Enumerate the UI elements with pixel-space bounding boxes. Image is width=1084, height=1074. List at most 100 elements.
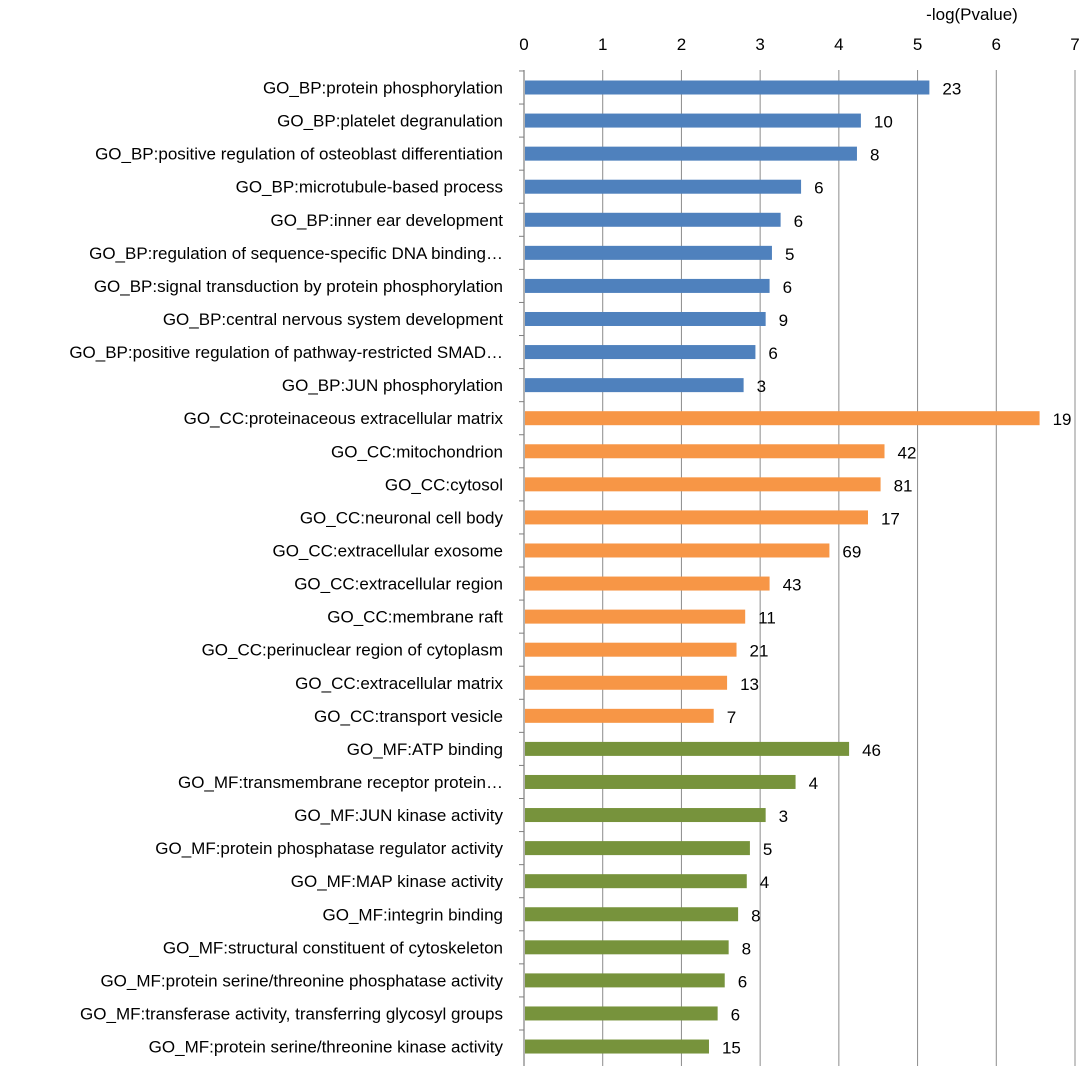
- category-label: GO_BP:JUN phosphorylation: [282, 376, 503, 395]
- data-label: 69: [842, 542, 861, 561]
- data-label: 4: [809, 774, 818, 793]
- data-label: 5: [763, 840, 772, 859]
- data-label: 23: [942, 80, 961, 99]
- category-label: GO_CC:extracellular matrix: [295, 674, 503, 693]
- x-tick-label: 7: [1070, 35, 1079, 54]
- x-tick-label: 5: [913, 35, 922, 54]
- data-label: 6: [814, 179, 823, 198]
- category-label: GO_CC:cytosol: [385, 475, 503, 494]
- bar: [525, 741, 850, 756]
- bar: [525, 708, 714, 723]
- bar: [525, 774, 796, 789]
- bar: [525, 907, 739, 922]
- bar: [525, 576, 770, 591]
- category-label: GO_CC:extracellular exosome: [272, 541, 503, 560]
- category-label: GO_BP:positive regulation of osteoblast …: [95, 145, 503, 164]
- data-label: 42: [898, 443, 917, 462]
- bar: [525, 510, 868, 525]
- x-tick-label: 2: [677, 35, 686, 54]
- bar: [525, 444, 885, 459]
- bar: [525, 146, 857, 161]
- data-label: 21: [750, 642, 769, 661]
- data-label: 7: [727, 708, 736, 727]
- category-label: GO_BP:positive regulation of pathway-res…: [69, 343, 503, 362]
- bar: [525, 212, 781, 227]
- category-label: GO_CC:membrane raft: [327, 608, 503, 627]
- category-label: GO_BP:platelet degranulation: [277, 112, 503, 131]
- category-label: GO_CC:proteinaceous extracellular matrix: [184, 409, 504, 428]
- bar: [525, 973, 725, 988]
- category-labels: GO_BP:protein phosphorylation GO_BP:plate…: [69, 79, 503, 1057]
- bars: [525, 80, 1040, 1054]
- data-label: 8: [870, 146, 879, 165]
- category-label: GO_MF:protein serine/threonine phosphata…: [100, 971, 503, 990]
- x-tick-labels: 0 1 2 3 4 5 6 7: [519, 35, 1079, 54]
- data-label: 19: [1053, 410, 1072, 429]
- data-label: 3: [779, 807, 788, 826]
- data-label: 6: [738, 972, 747, 991]
- bar: [525, 940, 729, 955]
- bar: [525, 411, 1040, 426]
- bar: [525, 874, 747, 889]
- data-label: 81: [894, 476, 913, 495]
- category-label: GO_CC:extracellular region: [294, 575, 503, 594]
- data-label: 10: [874, 113, 893, 132]
- data-label: 17: [881, 509, 900, 528]
- bar: [525, 179, 802, 194]
- category-label: GO_CC:perinuclear region of cytoplasm: [202, 641, 503, 660]
- bar: [525, 808, 766, 823]
- category-label: GO_BP:microtubule-based process: [236, 178, 503, 197]
- bar: [525, 609, 746, 624]
- category-label: GO_MF:integrin binding: [323, 905, 503, 924]
- x-tick-label: 6: [992, 35, 1001, 54]
- data-labels: 2310866569631942811769431121137464354886…: [722, 80, 1072, 1058]
- data-label: 9: [779, 311, 788, 330]
- data-label: 46: [862, 741, 881, 760]
- category-label: GO_BP:protein phosphorylation: [263, 79, 503, 98]
- category-label: GO_MF:JUN kinase activity: [294, 806, 503, 825]
- data-label: 6: [783, 278, 792, 297]
- x-tick-label: 0: [519, 35, 528, 54]
- category-label: GO_CC:mitochondrion: [331, 442, 503, 461]
- bar: [525, 345, 756, 360]
- category-label: GO_BP:central nervous system development: [163, 310, 503, 329]
- x-tick-label: 3: [755, 35, 764, 54]
- gridlines: [519, 70, 1076, 1066]
- category-label: GO_MF:transferase activity, transferring…: [80, 1004, 503, 1023]
- data-label: 13: [740, 675, 759, 694]
- data-label: 6: [731, 1005, 740, 1024]
- bar: [525, 675, 728, 690]
- x-tick-label: 1: [598, 35, 607, 54]
- category-label: GO_CC:transport vesicle: [314, 707, 503, 726]
- bar: [525, 543, 830, 558]
- bar: [525, 80, 930, 95]
- data-label: 8: [751, 906, 760, 925]
- data-label: 43: [783, 576, 802, 595]
- data-label: 11: [758, 609, 776, 628]
- bar: [525, 278, 770, 293]
- category-label: GO_MF:ATP binding: [347, 740, 503, 759]
- bar: [525, 245, 772, 260]
- category-label: GO_MF:structural constituent of cytoskel…: [163, 938, 503, 957]
- category-label: GO_MF:MAP kinase activity: [291, 872, 504, 891]
- bar: [525, 378, 744, 393]
- category-label: GO_BP:regulation of sequence-specific DN…: [89, 244, 503, 263]
- category-label: GO_MF:protein phosphatase regulator acti…: [155, 839, 503, 858]
- category-label: GO_MF:protein serine/threonine kinase ac…: [149, 1038, 504, 1057]
- category-label: GO_BP:signal transduction by protein pho…: [94, 277, 503, 296]
- bar: [525, 477, 881, 492]
- data-label: 6: [794, 212, 803, 231]
- data-label: 4: [760, 873, 769, 892]
- data-label: 6: [768, 344, 777, 363]
- data-label: 15: [722, 1039, 741, 1058]
- category-label: GO_MF:transmembrane receptor protein…: [178, 773, 503, 792]
- data-label: 3: [757, 377, 766, 396]
- data-label: 5: [785, 245, 794, 264]
- x-axis-title: -log(Pvalue): [926, 5, 1018, 24]
- bar: [525, 642, 737, 657]
- bar: [525, 1039, 709, 1054]
- bar: [525, 1006, 718, 1021]
- x-tick-label: 4: [834, 35, 843, 54]
